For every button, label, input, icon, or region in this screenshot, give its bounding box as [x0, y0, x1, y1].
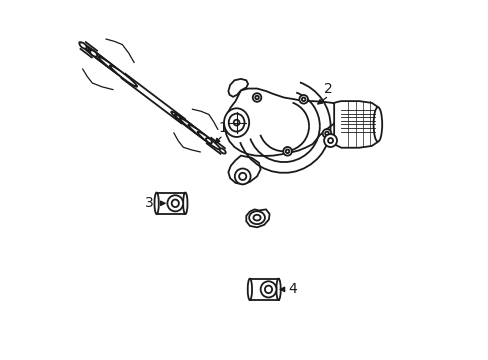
Ellipse shape [260, 281, 276, 297]
Polygon shape [246, 210, 269, 227]
Ellipse shape [234, 168, 250, 184]
Ellipse shape [88, 49, 126, 79]
Ellipse shape [255, 96, 258, 99]
Polygon shape [333, 101, 379, 148]
Ellipse shape [205, 138, 212, 143]
Ellipse shape [327, 138, 332, 143]
Ellipse shape [252, 93, 261, 102]
Polygon shape [224, 89, 343, 156]
Ellipse shape [83, 45, 118, 73]
Ellipse shape [183, 193, 187, 214]
Polygon shape [228, 156, 260, 184]
Ellipse shape [219, 148, 225, 154]
Polygon shape [228, 79, 247, 97]
Ellipse shape [283, 147, 291, 156]
Ellipse shape [79, 42, 109, 66]
Polygon shape [156, 193, 185, 214]
Ellipse shape [325, 132, 328, 135]
Text: 3: 3 [145, 196, 154, 210]
Text: 2: 2 [324, 82, 332, 95]
Ellipse shape [247, 279, 251, 300]
Ellipse shape [175, 114, 204, 138]
Polygon shape [249, 279, 278, 300]
Ellipse shape [249, 211, 264, 224]
Ellipse shape [299, 95, 307, 104]
Ellipse shape [110, 65, 137, 87]
Ellipse shape [228, 114, 244, 132]
Ellipse shape [80, 42, 86, 49]
Ellipse shape [90, 50, 97, 57]
Ellipse shape [197, 132, 220, 150]
Ellipse shape [233, 120, 239, 126]
Text: 1: 1 [218, 121, 227, 135]
Ellipse shape [285, 149, 289, 153]
Ellipse shape [179, 118, 212, 144]
Ellipse shape [253, 215, 260, 221]
Text: 4: 4 [288, 282, 297, 296]
Ellipse shape [224, 108, 249, 137]
Ellipse shape [324, 134, 336, 147]
Ellipse shape [171, 199, 179, 207]
Ellipse shape [239, 173, 246, 180]
Ellipse shape [301, 98, 305, 101]
Ellipse shape [154, 193, 159, 214]
Ellipse shape [276, 279, 280, 300]
Ellipse shape [98, 57, 132, 83]
Ellipse shape [373, 107, 382, 141]
Ellipse shape [264, 285, 271, 293]
Ellipse shape [167, 195, 183, 211]
Ellipse shape [322, 129, 330, 138]
Ellipse shape [188, 125, 216, 147]
Ellipse shape [171, 112, 195, 131]
